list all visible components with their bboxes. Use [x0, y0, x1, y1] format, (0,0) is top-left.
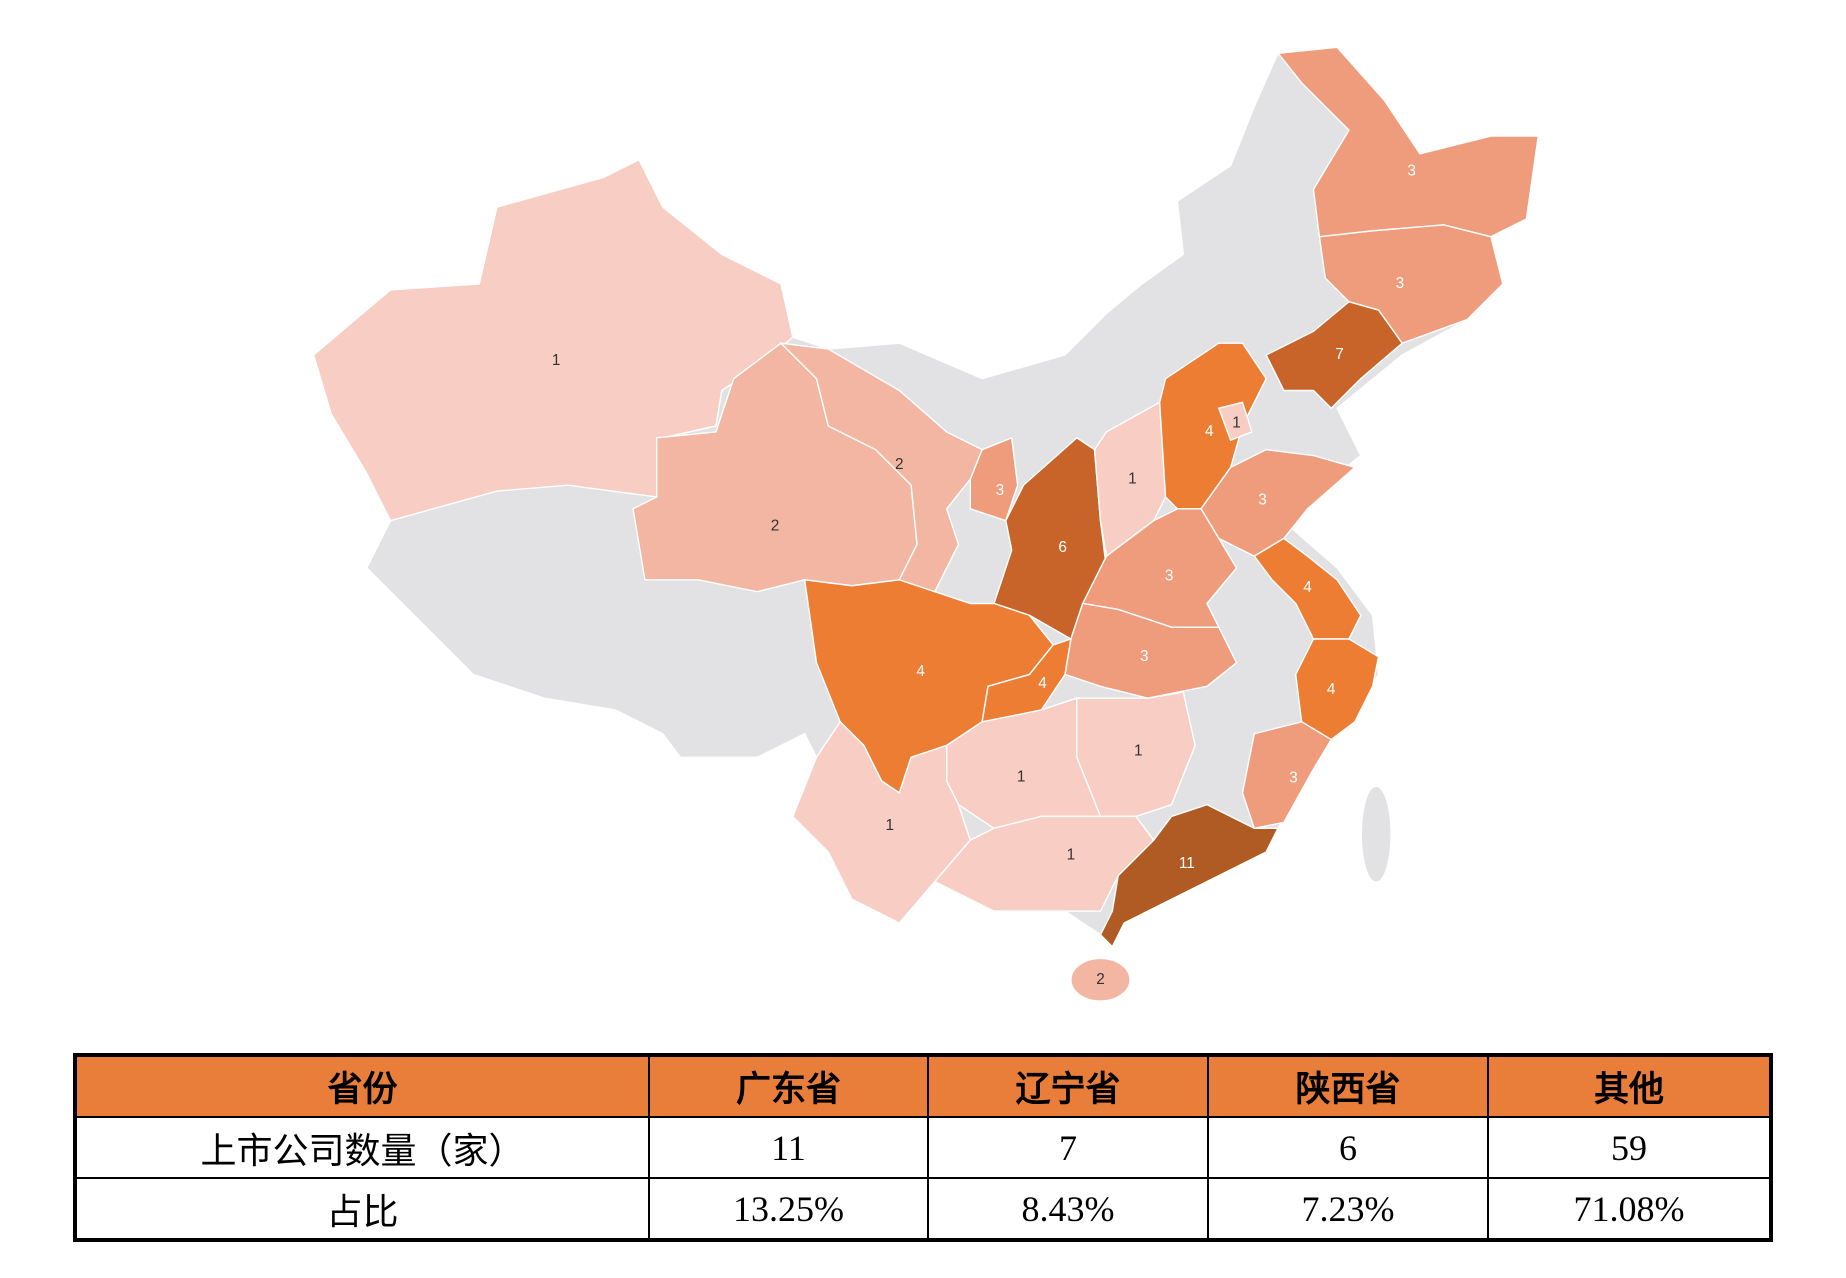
- region-label: 2: [895, 456, 904, 473]
- region-label: 4: [1327, 681, 1336, 698]
- region-label: 1: [1017, 768, 1026, 785]
- region-label: 1: [1067, 847, 1076, 864]
- region-label: 4: [1038, 675, 1047, 692]
- region-label: 3: [1140, 648, 1149, 665]
- region: [1217, 401, 1253, 442]
- cell: 占比: [74, 1177, 650, 1241]
- region-label: 11: [1179, 855, 1195, 872]
- region-label: 7: [1335, 346, 1344, 363]
- island: [1361, 786, 1391, 882]
- cell: 13.25%: [648, 1177, 929, 1241]
- table-row: 占比 13.25% 8.43% 7.23% 71.08%: [74, 1177, 1772, 1241]
- region-label: 3: [1289, 770, 1298, 787]
- region-label: 2: [771, 518, 780, 535]
- cell: 8.43%: [927, 1177, 1209, 1241]
- region-label: 3: [1165, 567, 1174, 584]
- header-cell: 辽宁省: [927, 1054, 1209, 1118]
- region-label: 3: [1258, 492, 1267, 509]
- region-label: 1: [552, 352, 561, 369]
- region-label: 4: [1205, 423, 1214, 440]
- region: [1099, 803, 1280, 948]
- region-label: 1: [1134, 742, 1143, 759]
- region: [1070, 957, 1131, 1002]
- region: [1276, 46, 1540, 238]
- region-label: 2: [1096, 971, 1105, 988]
- cell: 7.23%: [1207, 1177, 1489, 1241]
- region-label: 3: [1396, 275, 1405, 292]
- header-cell: 其他: [1487, 1054, 1772, 1118]
- region-label: 1: [1128, 470, 1137, 487]
- region-label: 6: [1058, 539, 1067, 556]
- table-header: 省份 广东省 辽宁省 陕西省 其他: [74, 1054, 1772, 1118]
- region-label: 4: [916, 663, 925, 680]
- region-label: 4: [1303, 579, 1312, 596]
- cell: 6: [1207, 1116, 1489, 1179]
- region: [1294, 638, 1380, 741]
- cell: 71.08%: [1487, 1177, 1772, 1241]
- region-label: 1: [1232, 415, 1241, 432]
- region-label: 1: [886, 817, 895, 834]
- region: [1265, 300, 1404, 410]
- header-cell: 陕西省: [1207, 1054, 1489, 1118]
- region: [1064, 602, 1238, 699]
- header-cell: 广东省: [648, 1054, 929, 1118]
- cell: 上市公司数量（家）: [74, 1116, 650, 1179]
- table-row: 上市公司数量（家） 11 7 6 59: [74, 1116, 1772, 1179]
- region: [1241, 721, 1333, 830]
- region: [1253, 537, 1362, 640]
- cell: 7: [927, 1116, 1209, 1179]
- cell: 11: [648, 1116, 929, 1179]
- region-label: 3: [1407, 163, 1416, 180]
- region: [791, 720, 972, 924]
- region-label: 3: [996, 482, 1005, 499]
- data-table: 省份 广东省 辽宁省 陕西省 其他 上市公司数量（家） 11 7 6 59 占比…: [73, 1053, 1773, 1242]
- cell: 59: [1487, 1116, 1772, 1179]
- header-cell: 省份: [74, 1054, 650, 1118]
- region: [1200, 448, 1357, 557]
